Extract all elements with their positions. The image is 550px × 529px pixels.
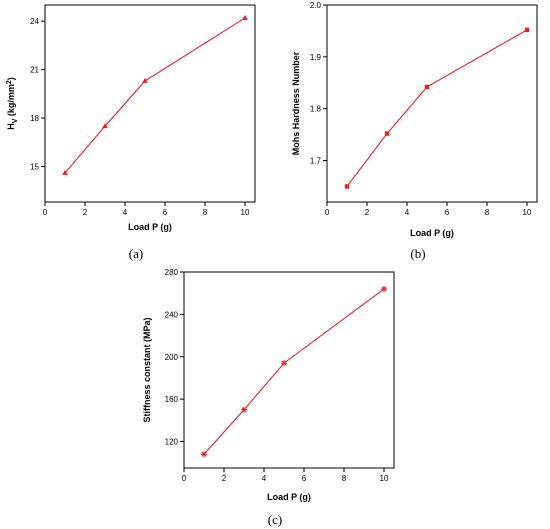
y-tick-label: 200 <box>165 353 179 362</box>
x-tick-label: 0 <box>182 474 187 483</box>
y-tick-label: 120 <box>165 438 179 447</box>
y-axis-label: Mohs Hardness Number <box>291 51 301 155</box>
x-tick-label: 0 <box>325 208 330 217</box>
data-point-2 <box>424 84 430 90</box>
y-tick-label: 280 <box>165 268 179 277</box>
data-point-1 <box>384 131 390 136</box>
y-tick-label: 2.0 <box>310 1 322 10</box>
data-point-3 <box>381 285 387 292</box>
x-tick-label: 8 <box>203 208 208 217</box>
series-line <box>64 17 246 174</box>
plot-frame <box>44 4 256 203</box>
chart-caption: (b) <box>410 246 425 261</box>
y-tick-label: 1.8 <box>310 105 322 114</box>
x-tick-label: 6 <box>163 208 168 217</box>
data-point-1 <box>102 123 108 129</box>
x-tick-label: 4 <box>123 208 128 217</box>
series-line <box>203 288 385 455</box>
y-tick-label: 160 <box>165 395 179 404</box>
chart-caption: (c) <box>268 512 282 527</box>
x-axis-label: Load P (g) <box>128 222 172 232</box>
x-tick-label: 4 <box>405 208 410 217</box>
x-axis-label: Load P (g) <box>267 492 311 502</box>
data-point-0 <box>62 169 68 175</box>
x-tick-label: 2 <box>222 474 227 483</box>
x-tick-label: 0 <box>43 208 48 217</box>
x-tick-label: 10 <box>241 208 250 217</box>
y-tick-label: 1.7 <box>310 157 322 166</box>
chart-c: 0 2 4 6 8 10 120 160 200 240 280 Load P (g) Stiffnes… <box>142 268 395 527</box>
series-line <box>346 29 528 187</box>
x-tick-label: 10 <box>380 474 389 483</box>
chart-caption: (a) <box>129 246 143 261</box>
x-tick-label: 2 <box>365 208 370 217</box>
plot-frame <box>183 271 395 469</box>
y-axis-label: HV (kg/mm2) <box>6 77 19 130</box>
chart-b: 0 2 4 6 8 10 1.7 1.8 1.9 2.0 Load P (g) Mohs Hardne… <box>291 1 538 261</box>
plot-frame <box>326 4 538 203</box>
x-tick-label: 6 <box>445 208 450 217</box>
y-tick-label: 18 <box>30 114 39 123</box>
x-tick-label: 10 <box>523 208 532 217</box>
y-tick-label: 24 <box>30 17 39 26</box>
data-point-0 <box>201 451 207 458</box>
data-point-3 <box>242 14 248 20</box>
y-axis-label: Stiffness constant (MPa) <box>142 317 152 422</box>
y-tick-label: 1.9 <box>310 53 322 62</box>
y-tick-label: 21 <box>30 66 39 75</box>
x-tick-label: 6 <box>302 474 307 483</box>
x-tick-label: 8 <box>485 208 490 217</box>
x-tick-label: 2 <box>83 208 88 217</box>
x-axis-label: Load P (g) <box>410 228 454 238</box>
data-point-0 <box>344 184 350 189</box>
data-point-1 <box>241 406 247 413</box>
data-point-2 <box>142 77 148 83</box>
y-tick-label: 15 <box>30 162 39 171</box>
x-tick-label: 4 <box>262 474 267 483</box>
data-point-3 <box>524 27 530 33</box>
x-tick-label: 8 <box>342 474 347 483</box>
y-tick-label: 240 <box>165 310 179 319</box>
data-point-2 <box>281 360 287 367</box>
